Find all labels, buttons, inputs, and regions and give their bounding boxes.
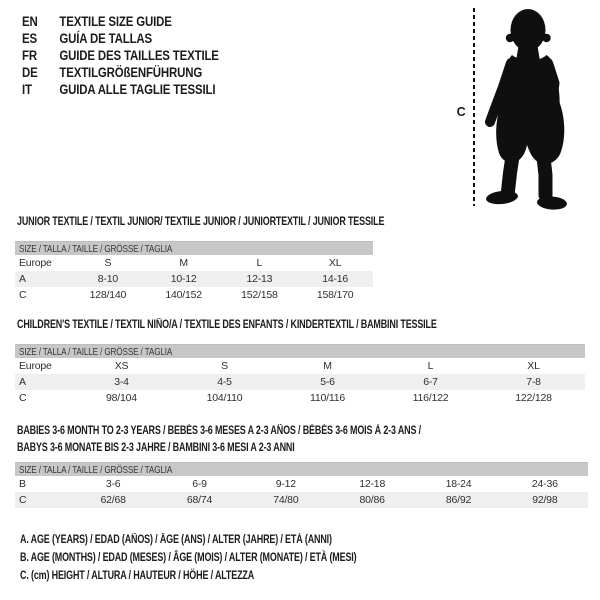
table-cell: 128/140 [89,289,127,301]
table-row: C 128/140 140/152 152/158 158/170 [15,287,373,303]
lang-title: GUÍA DE TALLAS [59,31,153,46]
lang-title: GUIDE DES TAILLES TEXTILE [59,48,219,63]
size-header-label: SIZE / TALLA / TAILLE / GRÖSSE / TAGLIA [19,243,173,255]
table-cell: 4-5 [217,376,232,388]
table-cell: 10-12 [170,273,197,285]
row-label: Europe [19,360,52,372]
table-cell: 6-9 [192,478,207,490]
table-cell: 140/152 [165,289,202,301]
table-cell: 6-7 [423,376,438,388]
table-cell: M [323,360,332,372]
row-label: C [19,392,27,404]
table-cell: 18-24 [445,478,472,490]
row-label: B [19,478,26,490]
table-cell: 24-36 [531,478,558,490]
table-cell: 62/68 [100,494,126,506]
language-title-list: EN TEXTILE SIZE GUIDE ES GUÍA DE TALLAS … [22,13,219,98]
table-cell: XL [328,257,342,269]
footnote-b: B. AGE (MONTHS) / EDAD (MESES) / ÂGE (MO… [20,552,357,564]
table-cell: 122/128 [515,392,552,404]
lang-row-en: EN TEXTILE SIZE GUIDE [22,13,219,30]
row-label: A [19,376,26,388]
table-cell: 92/98 [532,494,558,506]
lang-row-es: ES GUÍA DE TALLAS [22,30,219,47]
lang-title: GUIDA ALLE TAGLIE TESSILI [59,82,216,97]
table-cell: 158/170 [316,289,354,301]
table-cell: 9-12 [275,478,296,490]
row-label: Europe [19,257,52,269]
table-cell: 80/86 [359,494,385,506]
table-row: Europe S M L XL [15,255,373,271]
table-cell: 152/158 [241,289,278,301]
table-cell: 74/80 [273,494,299,506]
babies-table-title-line1: BABIES 3-6 MONTH TO 2-3 YEARS / BEBÉS 3-… [17,425,421,437]
size-header-label: SIZE / TALLA / TAILLE / GRÖSSE / TAGLIA [19,464,173,476]
table-cell: 12-18 [359,478,386,490]
table-row: A 8-10 10-12 12-13 14-16 [15,271,373,287]
table-cell: L [427,360,434,372]
table-cell: 98/104 [106,392,137,404]
size-header-label: SIZE / TALLA / TAILLE / GRÖSSE / TAGLIA [19,346,173,358]
table-cell: 68/74 [186,494,213,506]
footnotes: A. AGE (YEARS) / EDAD (AÑOS) / ÂGE (ANS)… [20,531,357,585]
table-row: C 62/68 68/74 74/80 80/86 86/92 92/98 [15,492,588,508]
size-header-bar: SIZE / TALLA / TAILLE / GRÖSSE / TAGLIA [15,241,373,255]
table-cell: 7-8 [526,376,541,388]
table-cell: XL [527,360,540,372]
footnote-c: C. (cm) HEIGHT / ALTURA / HAUTEUR / HÖHE… [20,570,255,582]
table-cell: 14-16 [322,273,349,285]
lang-row-fr: FR GUIDE DES TAILLES TEXTILE [22,47,219,64]
table-cell: 3-6 [105,478,121,490]
lang-code: DE [22,65,38,80]
table-cell: 86/92 [445,494,472,506]
table-row: A 3-4 4-5 5-6 6-7 7-8 [15,374,585,390]
baby-silhouette-icon [485,9,567,210]
lang-row-de: DE TEXTILGRÖßENFÜHRUNG [22,64,219,81]
babies-table-title-line2: BABYS 3-6 MONATE BIS 2-3 JAHRE / BAMBINI… [17,442,295,454]
children-table-title: CHILDREN'S TEXTILE / TEXTIL NIÑO/A / TEX… [17,319,437,331]
row-label: A [19,273,26,285]
babies-size-table: SIZE / TALLA / TAILLE / GRÖSSE / TAGLIA B… [15,462,588,508]
size-header-bar: SIZE / TALLA / TAILLE / GRÖSSE / TAGLIA [15,462,588,476]
height-measure-label: C [456,105,466,119]
children-size-table: SIZE / TALLA / TAILLE / GRÖSSE / TAGLIA E… [15,344,585,406]
table-cell: 3-4 [114,376,129,388]
table-row: C 98/104 104/110 110/116 116/122 122/128 [15,390,585,406]
junior-size-table: SIZE / TALLA / TAILLE / GRÖSSE / TAGLIA E… [15,241,373,303]
junior-table-title: JUNIOR TEXTILE / TEXTIL JUNIOR/ TEXTILE … [17,216,385,228]
table-cell: 8-10 [97,273,118,285]
lang-row-it: IT GUIDA ALLE TAGLIE TESSILI [22,81,219,98]
table-cell: 116/122 [412,392,449,404]
table-cell: XS [114,360,129,372]
lang-code: IT [22,82,32,97]
table-cell: L [256,257,263,269]
table-cell: S [221,360,228,372]
table-row: B 3-6 6-9 9-12 12-18 18-24 24-36 [15,476,588,492]
lang-code: FR [22,48,37,63]
lang-title: TEXTILGRÖßENFÜHRUNG [59,65,203,80]
table-cell: 104/110 [206,392,243,404]
table-cell: 110/116 [310,392,345,404]
height-measure-dashed-line [473,8,475,206]
row-label: C [19,494,27,506]
row-label: C [19,289,27,301]
lang-code: EN [22,14,38,29]
lang-code: ES [22,31,37,46]
table-cell: 5-6 [320,376,335,388]
table-cell: M [179,257,188,269]
table-cell: S [104,257,112,269]
table-cell: 12-13 [246,273,273,285]
lang-title: TEXTILE SIZE GUIDE [59,14,172,29]
footnote-a: A. AGE (YEARS) / EDAD (AÑOS) / ÂGE (ANS)… [20,534,332,546]
table-row: Europe XS S M L XL [15,358,585,374]
size-header-bar: SIZE / TALLA / TAILLE / GRÖSSE / TAGLIA [15,344,585,358]
